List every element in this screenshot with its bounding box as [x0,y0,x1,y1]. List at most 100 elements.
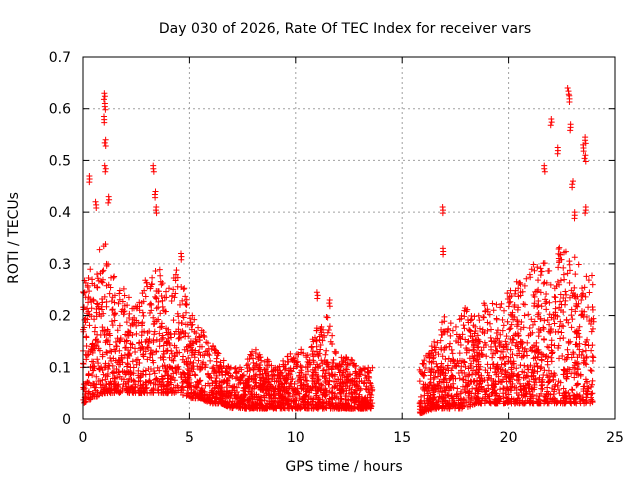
data-point [227,364,234,371]
x-tick-label: 10 [287,430,305,446]
data-point [116,347,123,354]
data-point [171,294,178,301]
data-point [305,401,312,408]
data-point [231,365,238,372]
data-point [468,378,475,385]
data-point [490,398,497,405]
data-point [439,353,446,360]
data-point [217,363,224,370]
data-point [526,398,533,405]
data-point [504,399,511,406]
data-point [304,387,311,394]
data-point [141,328,148,335]
data-point [98,278,105,285]
data-point [265,372,272,379]
data-point [471,313,478,320]
data-point [533,348,540,355]
data-point [515,376,522,383]
data-point [139,309,146,316]
data-point [145,340,152,347]
data-point [320,367,327,374]
data-point [293,363,300,370]
data-point [556,355,563,362]
data-point [165,335,172,342]
data-point [326,378,333,385]
data-point [191,316,198,323]
data-point [338,395,345,402]
data-point [437,370,444,377]
data-point [513,323,520,330]
data-point [555,264,562,271]
data-point [556,281,563,288]
data-point [511,360,518,367]
data-point [142,348,149,355]
data-point [343,366,350,373]
data-point [319,360,326,367]
data-point [572,271,579,278]
data-point [315,396,322,403]
data-point [105,387,112,394]
data-point [528,385,535,392]
data-point [426,380,433,387]
data-point [321,373,328,380]
data-point [458,312,465,319]
data-point [209,380,216,387]
data-point [494,400,501,407]
data-point [506,326,513,333]
data-point [533,339,540,346]
data-point [298,382,305,389]
data-point-spike [314,295,321,302]
data-point [343,393,350,400]
data-point [296,395,303,402]
data-point [196,334,203,341]
data-point [149,274,156,281]
data-point [183,301,190,308]
data-point [506,375,513,382]
data-point [443,400,450,407]
data-point [578,308,585,315]
data-point [503,378,510,385]
data-point [313,380,320,387]
data-point [479,386,486,393]
data-point [345,402,352,409]
data-point [90,358,97,365]
data-point [472,327,479,334]
data-point [551,293,558,300]
data-point [430,376,437,383]
data-point [457,401,464,408]
data-point [158,281,165,288]
data-point [86,322,93,329]
data-point [461,325,468,332]
data-point [490,384,497,391]
data-point [234,395,241,402]
data-point [98,303,105,310]
data-point [521,362,528,369]
data-point [115,369,122,376]
data-point [470,322,477,329]
data-point [94,275,101,282]
data-point [246,355,253,362]
data-point [253,391,260,398]
data-point [457,367,464,374]
data-point [469,353,476,360]
data-point [351,395,358,402]
data-point [276,402,283,409]
data-point [507,346,514,353]
data-point [222,371,229,378]
data-point [569,292,576,299]
data-point [158,323,165,330]
data-point [140,312,147,319]
data-point [286,393,293,400]
data-point [146,377,153,384]
data-point [562,297,569,304]
data-point [104,328,111,335]
data-point [497,331,504,338]
data-point [548,354,555,361]
data-point [261,367,268,374]
data-point [108,318,115,325]
data-point [157,278,164,285]
data-point [112,338,119,345]
data-point [519,288,526,295]
data-point-spike [571,215,578,222]
